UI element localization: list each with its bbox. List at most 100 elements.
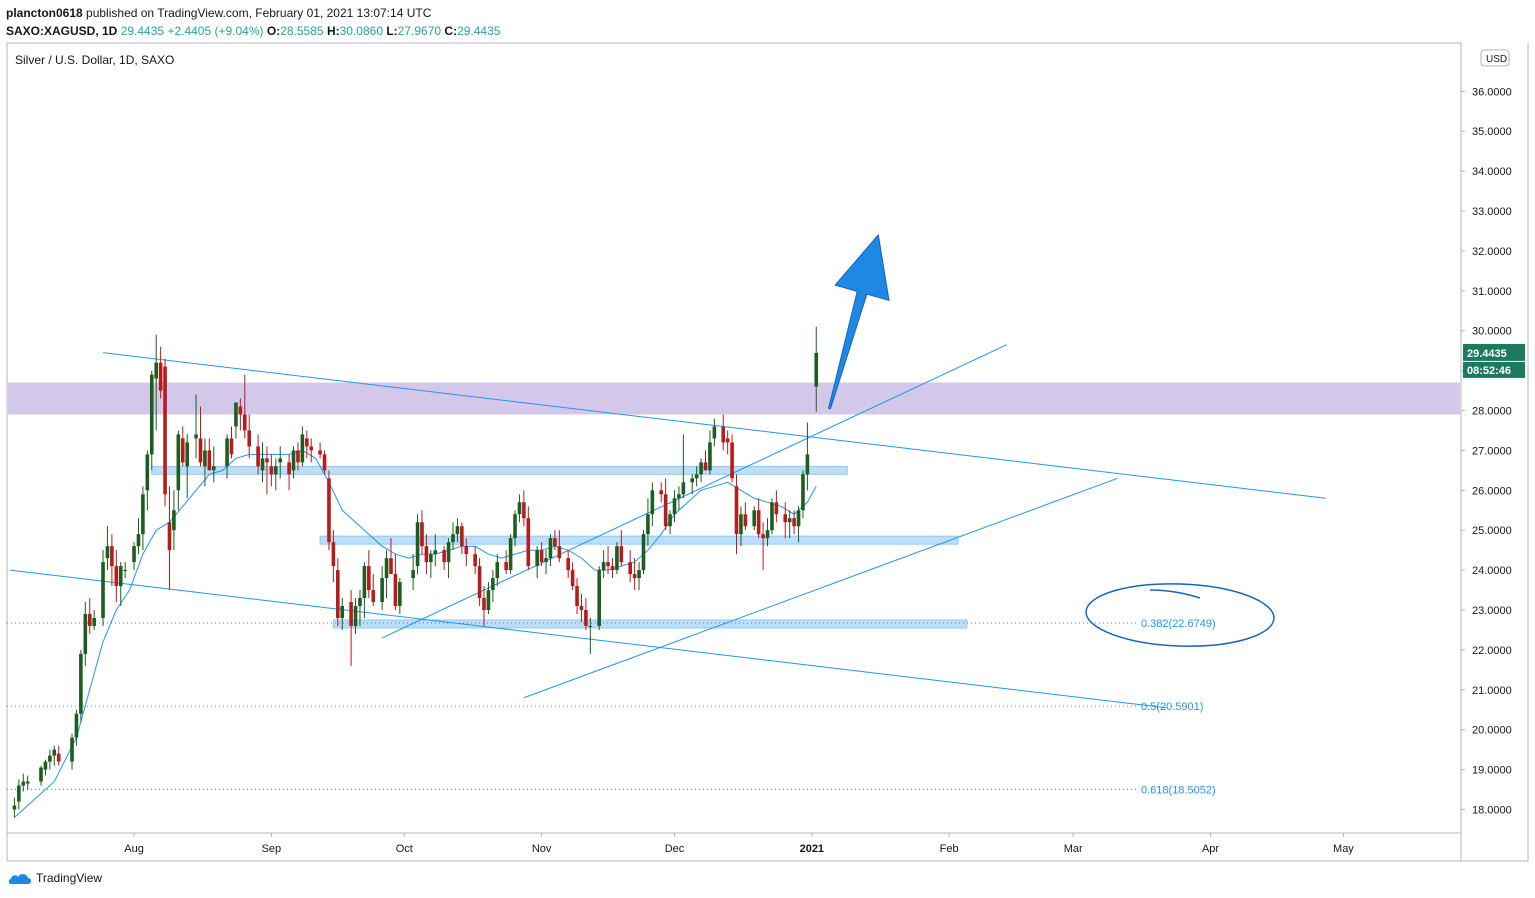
candle[interactable] (198, 438, 203, 463)
candle[interactable] (668, 514, 672, 527)
candle[interactable] (176, 434, 181, 491)
candle[interactable] (743, 514, 748, 527)
candle[interactable] (597, 570, 601, 626)
candle[interactable] (247, 430, 252, 447)
candle[interactable] (513, 514, 517, 539)
candle[interactable] (21, 781, 26, 786)
trendline[interactable] (9, 569, 1167, 709)
candle[interactable] (544, 558, 548, 563)
candle[interactable] (349, 602, 353, 626)
candle[interactable] (238, 406, 243, 415)
candle[interactable] (451, 534, 455, 543)
candle[interactable] (508, 538, 513, 571)
candle[interactable] (535, 550, 539, 567)
candle[interactable] (265, 458, 269, 463)
candle[interactable] (433, 550, 438, 555)
candle[interactable] (87, 613, 92, 626)
candle[interactable] (526, 518, 531, 567)
candle[interactable] (154, 362, 158, 379)
candle[interactable] (185, 442, 189, 467)
candle[interactable] (39, 767, 43, 782)
candle[interactable] (725, 438, 730, 443)
candle[interactable] (699, 462, 703, 475)
candle[interactable] (619, 546, 624, 563)
candle[interactable] (287, 462, 291, 475)
candle[interactable] (663, 494, 668, 527)
candle[interactable] (389, 558, 393, 575)
candle[interactable] (641, 534, 646, 571)
candle[interactable] (792, 518, 796, 527)
candle[interactable] (734, 486, 739, 535)
plot-area[interactable] (6, 42, 1462, 834)
candle[interactable] (194, 434, 198, 439)
candle[interactable] (114, 566, 119, 587)
candle[interactable] (739, 514, 743, 535)
candle[interactable] (464, 546, 469, 555)
candle[interactable] (225, 438, 229, 467)
support-zone[interactable] (332, 619, 968, 629)
candle[interactable] (83, 613, 88, 654)
candle[interactable] (787, 518, 792, 523)
candle[interactable] (211, 466, 216, 471)
candle[interactable] (132, 546, 136, 563)
candle[interactable] (442, 550, 446, 563)
candle[interactable] (721, 426, 726, 443)
candle[interactable] (74, 713, 79, 738)
candle[interactable] (730, 442, 734, 479)
candle[interactable] (305, 438, 309, 447)
highlight-ellipse[interactable] (1085, 581, 1275, 650)
moving-average-line[interactable] (14, 449, 817, 818)
candle[interactable] (207, 450, 212, 471)
candle[interactable] (203, 450, 207, 467)
candle[interactable] (17, 785, 21, 802)
bullish-arrow[interactable] (828, 233, 890, 410)
candle[interactable] (158, 362, 163, 391)
candle[interactable] (455, 526, 460, 535)
currency-badge[interactable] (1480, 49, 1510, 67)
candle[interactable] (548, 538, 553, 559)
candle[interactable] (615, 546, 619, 571)
candle[interactable] (424, 546, 429, 563)
candle[interactable] (504, 562, 508, 571)
trendline[interactable] (523, 477, 1118, 699)
candle[interactable] (814, 352, 819, 387)
candle[interactable] (380, 578, 384, 603)
candle[interactable] (429, 554, 433, 563)
candle[interactable] (136, 534, 141, 547)
candle[interactable] (353, 606, 358, 626)
candle[interactable] (477, 566, 482, 599)
candle[interactable] (756, 510, 761, 535)
candle[interactable] (123, 570, 127, 572)
candle[interactable] (539, 550, 544, 563)
candle[interactable] (628, 562, 632, 575)
candle[interactable] (632, 574, 637, 579)
candle[interactable] (765, 530, 770, 539)
candle[interactable] (446, 542, 451, 563)
candle[interactable] (110, 546, 114, 567)
candle[interactable] (522, 502, 526, 519)
candle[interactable] (362, 566, 367, 599)
candle[interactable] (393, 574, 398, 607)
candle[interactable] (801, 474, 805, 511)
candle[interactable] (415, 522, 420, 567)
candle[interactable] (327, 478, 331, 543)
author-name[interactable]: plancton0618 (6, 6, 83, 20)
candle[interactable] (557, 546, 562, 559)
candle[interactable] (101, 562, 105, 618)
candle[interactable] (296, 450, 300, 463)
candle[interactable] (149, 374, 154, 455)
candle[interactable] (70, 737, 74, 762)
candle[interactable] (12, 805, 17, 810)
candle[interactable] (774, 502, 779, 515)
trendline[interactable] (381, 344, 1007, 639)
candle[interactable] (43, 761, 48, 770)
candle[interactable] (145, 454, 150, 491)
candle[interactable] (398, 582, 402, 607)
candle[interactable] (118, 566, 123, 587)
support-zone[interactable] (151, 465, 848, 475)
candle[interactable] (322, 454, 327, 471)
footer-brand[interactable]: TradingView (8, 871, 102, 885)
candle[interactable] (260, 458, 265, 471)
candle[interactable] (420, 522, 424, 547)
candle[interactable] (761, 534, 765, 539)
